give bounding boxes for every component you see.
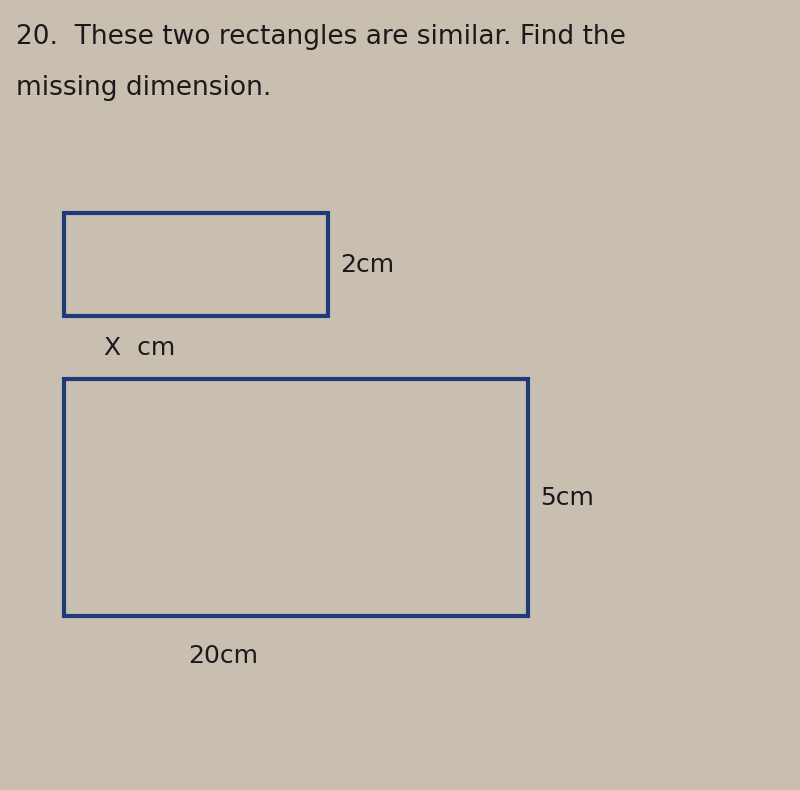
Bar (64, 379, 528, 616)
Text: missing dimension.: missing dimension. (16, 75, 271, 101)
Text: X  cm: X cm (104, 336, 175, 359)
Text: 20cm: 20cm (188, 644, 258, 668)
Bar (64, 213, 328, 316)
Text: 5cm: 5cm (540, 486, 594, 510)
Text: 2cm: 2cm (340, 253, 394, 276)
Text: 20.  These two rectangles are similar. Find the: 20. These two rectangles are similar. Fi… (16, 24, 626, 50)
